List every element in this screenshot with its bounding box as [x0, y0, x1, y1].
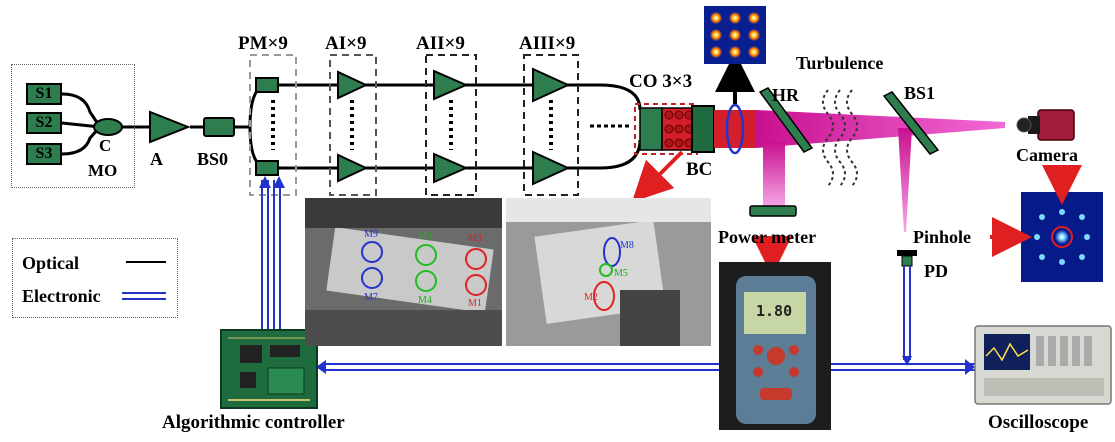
wire-arrow-pm2 — [273, 176, 285, 188]
power-meter-reading: 1.80 — [756, 302, 793, 320]
source-s2: S2 — [26, 112, 62, 134]
mount-photo-right — [506, 198, 711, 346]
mirror-label-m7: M7 — [364, 292, 378, 303]
phase-modulator-bottom — [255, 160, 279, 176]
beam-combiner-bc — [691, 105, 715, 153]
source-group-box — [11, 64, 135, 188]
wire-arrow-scope — [965, 359, 975, 375]
label-pm: PM×9 — [238, 33, 288, 54]
label-bc: BC — [686, 159, 713, 180]
oscilloscope-device — [974, 325, 1112, 405]
mirror-label-m2: M2 — [584, 292, 598, 303]
electronic-wires — [261, 180, 975, 371]
label-controller: Algorithmic controller — [162, 412, 345, 433]
label-turbulence: Turbulence — [796, 53, 884, 73]
label-bs0: BS0 — [197, 149, 229, 169]
combined-beam-red — [714, 110, 756, 148]
collimator-array — [639, 107, 694, 151]
beam-to-pinhole — [898, 128, 912, 232]
fiber-ellipsis — [271, 100, 553, 150]
mirror-label-m5: M5 — [614, 268, 628, 279]
bc-photo-arrow — [631, 150, 684, 203]
label-power-meter: Power meter — [718, 227, 817, 247]
label-a2: AII×9 — [416, 33, 465, 54]
pinhole-plate — [897, 250, 917, 256]
mount-photo-left — [305, 198, 502, 346]
wire-arrow-pm1 — [259, 176, 271, 188]
label-hr: HR — [772, 85, 799, 105]
a1-group-box — [329, 54, 377, 196]
wire-arrow-pd — [902, 356, 912, 366]
legend — [12, 238, 178, 318]
mirror-label-m1: M1 — [468, 298, 482, 309]
beam-to-power-meter — [763, 142, 785, 206]
optical-fibers — [61, 83, 642, 170]
a3-group-box — [523, 54, 579, 196]
far-field-pattern — [1021, 192, 1103, 282]
combiner — [93, 118, 123, 136]
mirror-label-m8: M8 — [620, 240, 634, 251]
label-pinhole: Pinhole — [913, 227, 972, 247]
mirror-label-m6: M6 — [418, 231, 432, 242]
hr-mirror — [758, 87, 814, 153]
label-a1: AI×9 — [325, 33, 367, 54]
label-camera: Camera — [1016, 145, 1078, 165]
label-pd: PD — [924, 261, 948, 281]
mirror-label-m9: M9 — [364, 229, 378, 240]
label-mo: MO — [88, 161, 118, 180]
legend-electronic-label: Electronic — [22, 286, 101, 306]
beam-splitter-bs0 — [203, 117, 235, 137]
label-bs1: BS1 — [904, 83, 936, 103]
controller-board — [220, 329, 318, 409]
power-meter-photo — [719, 262, 831, 430]
mirror-label-m4: M4 — [418, 295, 432, 306]
label-combiner: C — [99, 136, 112, 155]
label-amp: A — [150, 149, 163, 169]
collimator-box — [634, 103, 698, 155]
wire-arrow-controller — [316, 360, 326, 374]
legend-optical-label: Optical — [22, 253, 79, 273]
label-a3: AIII×9 — [519, 33, 576, 54]
source-s1: S1 — [26, 83, 62, 105]
camera-icon — [1016, 109, 1075, 141]
phase-modulator-top — [255, 77, 279, 93]
near-field-pattern — [704, 6, 766, 64]
a2-group-box — [425, 54, 477, 196]
source-s3: S3 — [26, 143, 62, 165]
pd-detector — [901, 255, 913, 267]
bs1-splitter — [882, 91, 940, 155]
turbulence-waves — [822, 89, 858, 187]
power-meter-head — [749, 205, 797, 217]
mirror-label-m3: M3 — [468, 233, 482, 244]
output-beam — [756, 110, 1005, 148]
amplifier-triangles — [149, 67, 571, 186]
label-co: CO 3×3 — [629, 71, 693, 92]
beam-lens — [725, 103, 745, 155]
label-oscilloscope: Oscilloscope — [988, 412, 1089, 433]
